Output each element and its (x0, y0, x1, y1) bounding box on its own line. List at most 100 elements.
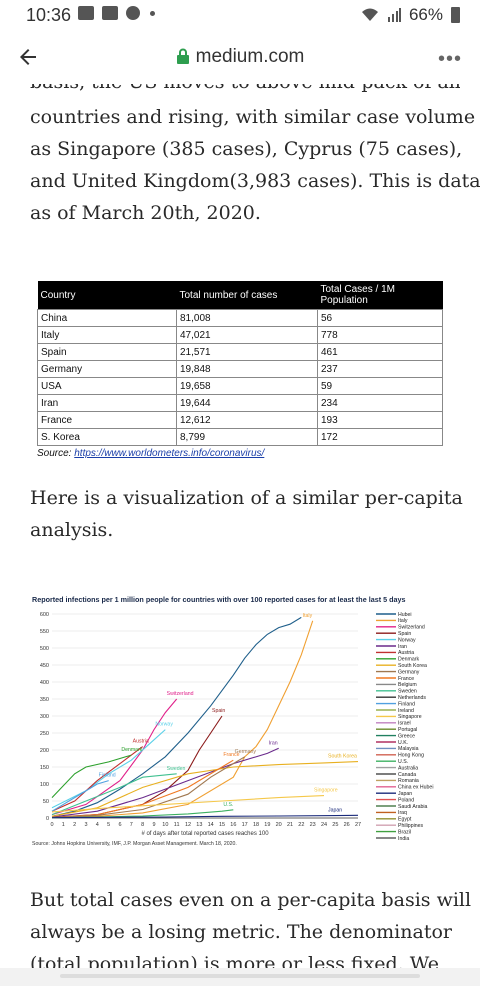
x-tick-label: 11 (174, 822, 180, 828)
legend-entry: Finland (398, 701, 415, 707)
x-tick-label: 13 (196, 822, 202, 828)
series-label: South Korea (328, 754, 357, 760)
table-header-row: Country Total number of cases Total Case… (37, 281, 443, 310)
table-row: China 81,008 56 (37, 309, 443, 327)
series-label: Germany (235, 749, 257, 755)
series-line (51, 761, 359, 817)
chart-svg: Reported infections per 1 million people… (32, 595, 433, 847)
legend-entry: Denmark (398, 657, 419, 663)
legend-entry: U.S. (398, 759, 408, 765)
legend-entry: Australia (398, 765, 418, 771)
legend-entry: U.K. (398, 740, 408, 746)
legend-entry: Hubei (398, 612, 412, 618)
table-row: Germany 19,848 237 (37, 360, 443, 378)
series-label: Norway (155, 722, 173, 728)
series-label: Sweden (167, 766, 186, 772)
legend-entry: Canada (398, 772, 416, 778)
infections-chart: Reported infections per 1 million people… (28, 590, 458, 850)
legend-entry: Spain (398, 631, 411, 637)
url-text: medium.com (195, 46, 305, 67)
series-label: Denmark (121, 747, 142, 753)
series-line (51, 780, 109, 812)
paragraph-2: Here is a visualization of a similar per… (30, 487, 463, 541)
x-tick-label: 5 (107, 822, 110, 828)
video-icon (102, 6, 118, 20)
table-row: Spain 21,571 461 (37, 343, 443, 361)
y-tick-label: 300 (40, 714, 49, 720)
y-tick-label: 200 (40, 748, 49, 754)
chart-source: Source: Johns Hopkins University, IMF, J… (32, 841, 237, 847)
x-tick-label: 9 (152, 822, 155, 828)
battery-percent: 66% (408, 5, 443, 24)
cut-off-line: basis, the US moves to above mid-pack of… (30, 84, 460, 98)
back-arrow-icon[interactable] (16, 45, 40, 69)
y-tick-label: 100 (40, 782, 49, 788)
table-row: Iran 19,644 234 (37, 394, 443, 412)
x-tick-label: 8 (141, 822, 144, 828)
legend-entry: Egypt (398, 817, 412, 823)
x-tick-label: 1 (62, 822, 65, 828)
legend-entry: Japan (398, 791, 412, 797)
series-label: Finland (99, 773, 116, 779)
table-row: USA 19,658 59 (37, 377, 443, 395)
more-notifications-icon (150, 10, 155, 16)
legend-entry: Greece (398, 733, 415, 739)
legend-entry: Belgium (398, 682, 417, 688)
x-tick-label: 23 (310, 822, 316, 828)
source-link[interactable]: https://www.worldometers.info/coronaviru… (74, 448, 265, 459)
legend-entry: Romania (398, 778, 419, 784)
series-line (51, 747, 279, 818)
y-tick-label: 350 (40, 697, 49, 703)
status-right: 66% (361, 5, 460, 25)
legend-entry: Philippines (398, 823, 423, 829)
legend-entry: Ireland (398, 708, 414, 714)
signal-icon (387, 8, 401, 22)
browser-toolbar: medium.com ••• (0, 32, 480, 84)
chart-title: Reported infections per 1 million people… (32, 595, 405, 604)
legend-entry: Austria (398, 650, 414, 656)
legend-entry: Switzerland (398, 625, 425, 631)
y-tick-label: 450 (40, 663, 49, 669)
x-tick-label: 12 (185, 822, 191, 828)
x-tick-label: 19 (264, 822, 270, 828)
overflow-menu-icon[interactable]: ••• (437, 48, 462, 70)
x-tick-label: 22 (298, 822, 304, 828)
x-tick-label: 4 (96, 822, 99, 828)
x-tick-label: 18 (253, 822, 259, 828)
series-label: Singapore (314, 788, 338, 794)
series-line (51, 754, 132, 798)
series-label: Italy (303, 613, 313, 619)
series-line (51, 773, 177, 816)
y-tick-label: 250 (40, 731, 49, 737)
x-tick-label: 10 (162, 822, 168, 828)
x-tick-label: 2 (73, 822, 76, 828)
gesture-handle[interactable] (60, 974, 420, 978)
legend-entry: Singapore (398, 714, 422, 720)
url-bar[interactable]: medium.com (0, 46, 480, 68)
y-tick-label: 0 (46, 816, 49, 822)
legend-entry: Israel (398, 721, 411, 727)
table-row: S. Korea 8,799 172 (37, 428, 443, 446)
series-label: Japan (328, 807, 342, 813)
legend-entry: Norway (398, 637, 416, 643)
x-tick-label: 25 (332, 822, 338, 828)
legend-entry: Netherlands (398, 695, 426, 701)
series-line (51, 746, 144, 812)
x-tick-label: 3 (84, 822, 87, 828)
series-line (51, 698, 178, 816)
table-row: Italy 47,021 778 (37, 326, 443, 344)
legend-entry: Malaysia (398, 746, 419, 752)
article-body: basis, the US moves to above mid-pack of… (0, 84, 480, 986)
status-time: 10:36 (26, 5, 72, 25)
legend-entry: Germany (398, 669, 420, 675)
column-header-per-million: Total Cases / 1M Population (317, 281, 443, 310)
legend-entry: Hong Kong (398, 753, 424, 759)
series-line (51, 759, 234, 819)
series-line (51, 616, 302, 817)
x-tick-label: 14 (208, 822, 214, 828)
series-label: U.S. (223, 802, 233, 808)
series-line (51, 814, 359, 819)
wifi-icon (361, 8, 378, 21)
legend-entry: India (398, 836, 409, 842)
series-label: Switzerland (167, 691, 194, 697)
